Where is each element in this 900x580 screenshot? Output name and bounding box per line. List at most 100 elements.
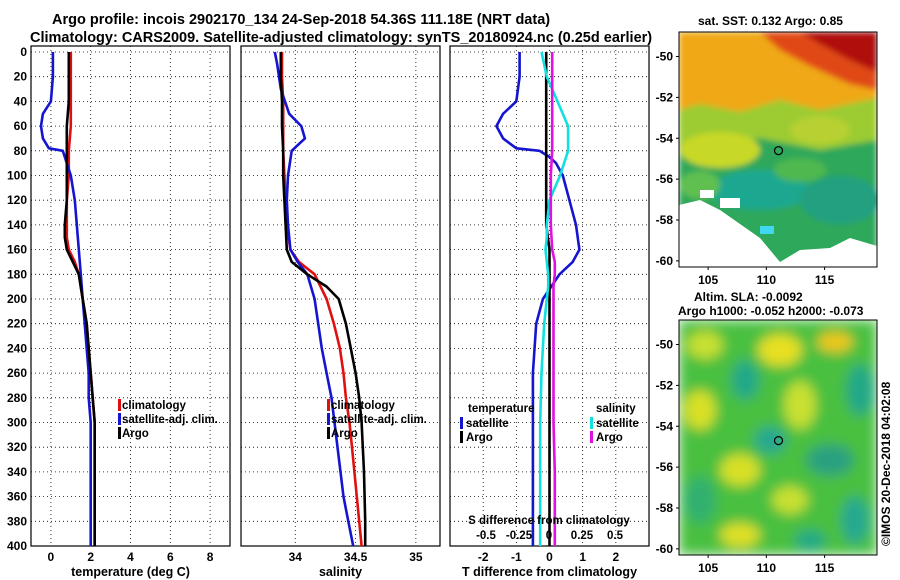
depth-tick-label: 20 <box>14 70 28 84</box>
temperature-x-tick-label: 4 <box>127 550 134 564</box>
map-y-tick-label: -52 <box>656 378 674 392</box>
salinity-x-tick-label: 35 <box>409 550 423 564</box>
salinity-panel: 34 34.5 35 salinity climatology satellite-adj… <box>240 45 441 579</box>
temperature-x-tick-label: 8 <box>207 550 214 564</box>
difference-series <box>495 51 581 546</box>
map-y-tick-label: -56 <box>656 460 674 474</box>
secondary-x-tick-label: 0.25 <box>571 530 594 542</box>
temperature-line-satellite-adj-clim- <box>39 52 92 546</box>
secondary-x-tick-label: -0.25 <box>506 530 533 542</box>
salinity-legend-label: Argo <box>331 428 358 440</box>
difference-x-tick-label: 2 <box>612 550 619 564</box>
legend-temperature-heading: temperature <box>468 403 534 415</box>
temperature-frame <box>30 45 231 547</box>
sst-map: -50 -52 -54 -56 -58 -60 105 110 115 <box>656 31 878 287</box>
figure-title-line1: Argo profile: incois 2902170_134 24-Sep-… <box>52 12 550 28</box>
salinity-legend-swatch <box>327 413 330 425</box>
temperature-legend-label: climatology <box>122 400 187 412</box>
depth-tick-label: 400 <box>7 539 27 553</box>
legend-salinity-label: satellite <box>596 418 639 430</box>
temperature-legend-label: satellite-adj. clim. <box>122 414 218 426</box>
map-y-tick-label: -54 <box>656 419 674 433</box>
depth-tick-label: 340 <box>7 465 27 479</box>
map-y-tick-label: -60 <box>656 542 674 556</box>
depth-tick-label: 160 <box>7 243 27 257</box>
difference-line-s-satellite <box>538 51 570 546</box>
sst-field <box>679 32 877 267</box>
salinity-series <box>273 51 367 546</box>
depth-tick-label: 280 <box>7 391 27 405</box>
sst-map-title: sat. SST: 0.132 Argo: 0.85 <box>698 14 843 28</box>
map-y-tick-label: -54 <box>656 131 674 145</box>
depth-tick-label: 300 <box>7 416 27 430</box>
difference-line-t-satellite <box>495 52 581 546</box>
temperature-series <box>39 52 96 546</box>
depth-tick-label: 240 <box>7 341 27 355</box>
salinity-frame <box>240 45 441 547</box>
salinity-line-satellite-adj-clim- <box>273 51 355 546</box>
depth-tick-label: 120 <box>7 193 27 207</box>
temperature-legend-swatch <box>118 399 121 411</box>
map-x-tick-label: 110 <box>757 273 777 287</box>
map-y-tick-label: -60 <box>656 254 674 268</box>
secondary-x-tick-label: 0 <box>546 530 552 542</box>
salinity-legend-label: climatology <box>331 400 396 412</box>
depth-tick-label: 60 <box>14 119 28 133</box>
depth-tick-label: 180 <box>7 267 27 281</box>
depth-tick-label: 220 <box>7 317 27 331</box>
difference-line-s-argo <box>549 52 557 546</box>
depth-tick-label: 380 <box>7 514 27 528</box>
temperature-x-tick-label: 6 <box>167 550 174 564</box>
map-y-tick-label: -52 <box>656 90 674 104</box>
temperature-x-tick-label: 2 <box>87 550 94 564</box>
legend-salinity-swatch <box>590 431 593 443</box>
argo-float-marker-sst <box>773 146 784 156</box>
map-x-tick-label: 115 <box>815 561 835 575</box>
salinity-legend-swatch <box>327 399 330 411</box>
depth-tick-label: 40 <box>14 94 28 108</box>
difference-x-label: T difference from climatology <box>462 565 637 579</box>
sla-map-title: Altim. SLA: -0.0092 <box>694 290 803 304</box>
depth-tick-label: 100 <box>7 169 27 183</box>
temperature-legend-label: Argo <box>122 428 149 440</box>
legend-temperature-swatch <box>460 431 463 443</box>
depth-tick-label: 320 <box>7 440 27 454</box>
legend-salinity-heading: salinity <box>596 403 636 415</box>
secondary-x-tick-label: 0.5 <box>607 530 624 542</box>
difference-x-tick-label: 1 <box>579 550 586 564</box>
legend-salinity-label: Argo <box>596 432 623 444</box>
depth-tick-label: 260 <box>7 366 27 380</box>
salinity-x-tick-label: 34 <box>289 550 303 564</box>
salinity-x-label: salinity <box>319 565 362 579</box>
legend-temperature-swatch <box>460 417 463 429</box>
map-y-tick-label: -50 <box>656 50 674 64</box>
salinity-legend-label: satellite-adj. clim. <box>331 414 427 426</box>
secondary-x-label: S difference from climatology <box>468 515 630 527</box>
sla-map: -50 -52 -54 -56 -58 -60 105 110 115 <box>656 319 878 575</box>
legend-temperature-label: Argo <box>466 432 493 444</box>
imos-watermark: ©IMOS 20-Dec-2018 04:02:08 <box>879 381 893 546</box>
depth-tick-label: 200 <box>7 292 27 306</box>
map-y-tick-label: -50 <box>656 338 674 352</box>
difference-panel: -2 -1 0 1 2T difference from climatology temp… <box>449 45 650 579</box>
legend-temperature-label: satellite <box>466 418 509 430</box>
salinity-line-argo <box>279 52 367 546</box>
figure-title-line2: Climatology: CARS2009. Satellite-adjuste… <box>30 30 652 46</box>
salinity-x-tick-label: 34.5 <box>344 550 368 564</box>
temperature-panel: 0204060801001201401601802002202402602803… <box>7 45 231 579</box>
map-x-tick-label: 105 <box>698 561 718 575</box>
depth-tick-label: 360 <box>7 490 27 504</box>
map-x-tick-label: 110 <box>757 561 777 575</box>
temperature-legend-swatch <box>118 427 121 439</box>
map-x-tick-label: 105 <box>698 273 718 287</box>
depth-tick-label: 140 <box>7 218 27 232</box>
secondary-x-tick-label: -0.5 <box>476 530 496 542</box>
depth-tick-label: 80 <box>14 144 28 158</box>
sla-field <box>679 320 877 555</box>
difference-x-tick-label: 0 <box>546 550 553 564</box>
map-y-tick-label: -58 <box>656 213 674 227</box>
difference-x-tick-label: -2 <box>478 550 489 564</box>
map-y-tick-label: -58 <box>656 501 674 515</box>
sla-map-subtitle: Argo h1000: -0.052 h2000: -0.073 <box>678 304 864 318</box>
